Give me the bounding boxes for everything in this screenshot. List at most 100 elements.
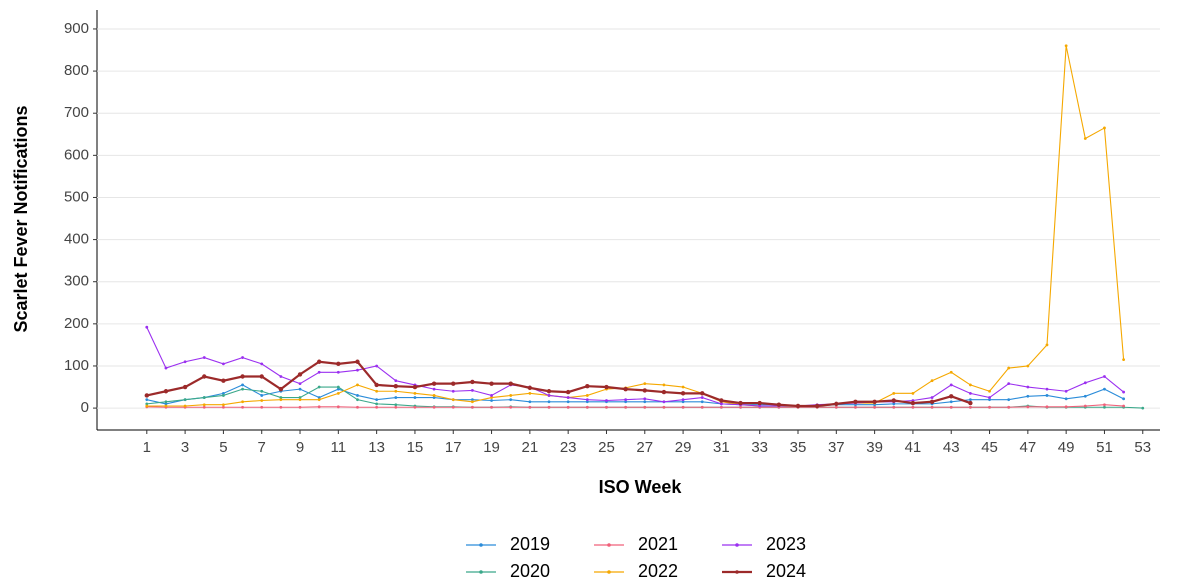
data-point — [509, 405, 513, 409]
data-point — [872, 399, 877, 404]
data-point — [317, 405, 321, 409]
data-point — [356, 405, 359, 409]
data-point — [202, 405, 206, 409]
data-point — [222, 394, 225, 397]
data-point — [164, 366, 168, 370]
data-point — [988, 405, 991, 409]
data-point — [968, 398, 972, 402]
data-point — [279, 396, 283, 399]
x-tick-label: 49 — [1058, 439, 1075, 456]
data-point — [241, 387, 244, 391]
data-point — [662, 400, 666, 404]
data-point — [241, 383, 244, 387]
x-tick-label: 1 — [143, 439, 151, 456]
data-point — [394, 403, 398, 407]
data-point — [565, 389, 571, 395]
data-point — [317, 385, 321, 389]
legend-label: 2022 — [638, 561, 678, 581]
data-point — [508, 381, 513, 386]
x-tick-label: 11 — [331, 439, 347, 456]
data-point — [260, 405, 264, 409]
data-point — [662, 405, 666, 409]
data-point — [911, 391, 915, 395]
data-point — [719, 402, 723, 406]
data-point — [375, 398, 379, 402]
data-point — [241, 405, 244, 409]
data-point — [202, 396, 206, 399]
legend-label: 2023 — [766, 534, 806, 554]
data-point — [163, 389, 169, 394]
data-point — [183, 360, 187, 364]
data-point — [643, 397, 647, 401]
data-point — [432, 405, 436, 409]
data-point — [929, 399, 935, 404]
data-point — [1064, 405, 1068, 409]
data-point — [145, 402, 149, 406]
data-point — [241, 356, 244, 359]
data-point — [1007, 405, 1011, 409]
data-point — [432, 396, 436, 399]
data-point — [1064, 397, 1068, 401]
data-point — [471, 400, 474, 404]
data-point — [988, 389, 991, 393]
data-point — [681, 405, 685, 409]
data-point — [241, 400, 244, 404]
data-point — [490, 405, 493, 409]
data-point — [1026, 385, 1030, 389]
x-tick-label: 3 — [181, 439, 189, 456]
data-point — [585, 394, 589, 397]
data-point — [221, 378, 226, 383]
x-tick-label: 41 — [905, 439, 922, 456]
data-point — [260, 394, 264, 397]
data-point — [776, 402, 782, 407]
data-point — [202, 356, 206, 359]
data-point — [278, 386, 284, 392]
data-point — [240, 374, 245, 379]
data-point — [470, 379, 475, 385]
data-point — [528, 400, 532, 404]
data-point — [546, 389, 552, 394]
data-point — [279, 375, 283, 378]
data-point — [547, 394, 551, 397]
data-point — [1026, 394, 1030, 398]
y-tick-label: 300 — [64, 273, 89, 290]
data-point — [681, 398, 685, 402]
data-point — [355, 359, 360, 364]
data-point — [431, 381, 437, 386]
data-point — [1141, 406, 1145, 410]
data-point — [356, 383, 359, 387]
x-tick-label: 31 — [713, 439, 730, 456]
data-point — [260, 362, 264, 366]
data-point — [1103, 387, 1106, 391]
data-point — [164, 400, 168, 404]
data-point — [605, 405, 608, 409]
data-point — [988, 398, 991, 402]
data-point — [1064, 44, 1068, 48]
data-point — [642, 388, 647, 393]
data-point — [222, 391, 225, 395]
data-point — [930, 405, 934, 409]
series-line — [146, 384, 1124, 407]
data-point — [393, 383, 398, 389]
data-point — [451, 398, 455, 402]
series-line — [146, 326, 1124, 407]
data-point — [164, 404, 168, 408]
data-point — [183, 398, 187, 402]
data-point — [681, 400, 685, 404]
data-point — [451, 381, 456, 386]
data-point — [413, 405, 417, 409]
data-point — [451, 405, 455, 409]
data-point — [661, 389, 667, 395]
data-point — [834, 405, 838, 409]
legend: 2019 2020 2021 2022 2023 2024 — [466, 534, 806, 581]
x-tick-label: 25 — [598, 439, 615, 456]
data-point — [375, 405, 379, 409]
data-point — [316, 359, 322, 364]
data-point — [566, 400, 570, 404]
data-point — [758, 404, 762, 408]
data-point — [279, 405, 283, 409]
legend-swatch-point — [735, 543, 739, 547]
data-point — [854, 405, 857, 409]
data-point — [585, 405, 589, 409]
data-point — [222, 362, 225, 366]
